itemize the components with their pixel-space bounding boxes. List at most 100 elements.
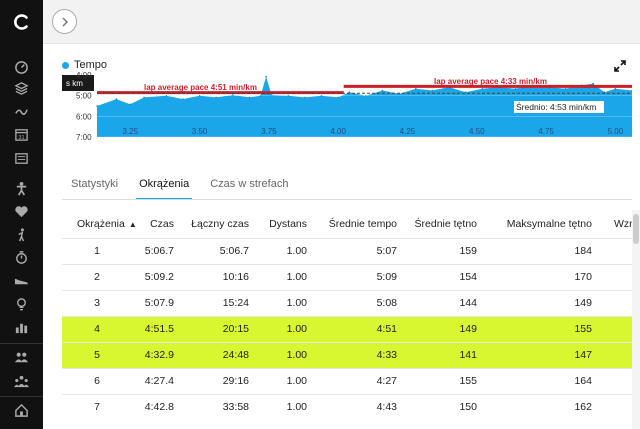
table-cell: 4:27 [317,367,407,394]
lap-label-2: lap average pace 4:33 min/km [434,77,547,86]
table-cell: 5:06.7 [132,237,184,264]
table-row[interactable]: 5 4:32.9 24:48 1.00 4:33 141 147 [62,341,632,368]
fullscreen-icon[interactable] [614,59,626,72]
table-cell: 4:51 [317,315,407,342]
table-row[interactable]: 3 5:07.9 15:24 1.00 5:08 144 149 [62,289,632,316]
table-cell: 162 [487,393,602,420]
col-header-avg-hr[interactable]: Średnie tętno [414,217,477,230]
data-point [415,88,417,90]
stopwatch-icon[interactable] [13,249,30,266]
data-point [265,75,267,78]
table-cell: 164 [487,367,602,394]
table-cell: 10:16 [184,263,259,290]
average-label: Średnio: 4:53 min/km [516,101,596,112]
lightbulb-icon[interactable] [13,296,30,313]
y-tick-label: 5:00 [76,92,92,101]
x-tick-label: 4.25 [400,127,416,136]
col-header-max-hr[interactable]: Maksymalne tętno [506,217,592,230]
scrollbar-thumb[interactable] [633,214,639,244]
person-icon[interactable] [13,180,30,197]
people-icon[interactable] [13,349,30,366]
sidebar-divider [0,343,43,344]
shoe-icon[interactable] [13,272,30,289]
data-point [215,96,217,99]
table-cell: 5:09 [317,263,407,290]
table-cell: 150 [407,393,487,420]
tab-stats[interactable]: Statystyki [71,178,119,190]
logo-icon[interactable] [9,8,35,36]
col-header-avg-pace[interactable]: Średnie tempo [328,217,397,230]
table-cell: 5:07.9 [132,289,184,316]
sidebar-divider [0,396,43,397]
table-cell: 2 [62,263,132,290]
table-cell [602,393,632,420]
dashboard-icon[interactable] [13,59,30,76]
x-tick-label: 3.75 [261,127,277,136]
table-scrollbar[interactable] [632,210,640,429]
data-point [431,89,434,92]
table-row[interactable]: 2 5:09.2 10:16 1.00 5:09 154 170 [62,263,632,290]
average-label-bg [514,101,604,113]
heart-icon[interactable] [13,203,30,220]
news-icon[interactable] [13,150,30,167]
table-cell: 24:48 [184,341,259,368]
activity-icon[interactable] [13,103,30,120]
table-cell: 33:58 [184,393,259,420]
series-area-tempo[interactable] [97,76,632,137]
expand-sidebar-button[interactable] [52,9,77,34]
sort-up-icon: ▲ [128,219,137,229]
table-cell: 149 [487,289,602,316]
x-tick-label: 3.25 [122,127,138,136]
data-point [270,94,273,96]
data-point [381,89,384,92]
axis-unit-label: s km [66,79,83,88]
layers-icon[interactable] [13,80,30,97]
tab-laps[interactable]: Okrążenia [136,178,193,200]
group-icon[interactable] [13,373,30,390]
data-point [232,94,234,96]
col-header-lap[interactable]: Okrążenia ▲ [77,217,137,230]
y-tick-label: 4:00 [76,71,92,80]
home-icon[interactable] [13,402,30,419]
calendar-icon[interactable]: 31 [13,126,30,143]
table-row[interactable]: 1 5:06.7 5:06.7 1.00 5:07 159 184 [62,237,632,264]
table-cell [602,315,632,342]
golf-icon[interactable] [13,226,30,243]
y-tick-label: 6:00 [76,112,92,121]
data-point [564,88,567,90]
chart-legend[interactable]: Tempo [62,58,107,72]
x-tick-label: 3.50 [192,127,208,136]
bars-icon[interactable] [13,319,30,336]
table-cell: 4:27.4 [132,367,184,394]
col-header-distance[interactable]: Dystans [269,217,307,230]
x-tick-label: 4.50 [469,127,485,136]
table-cell: 141 [407,341,487,368]
col-header-time[interactable]: Czas [150,217,174,230]
table-cell: 1 [62,237,132,264]
table-cell: 1.00 [259,237,317,264]
table-cell: 159 [407,237,487,264]
tab-zones[interactable]: Czas w strefach [210,178,289,190]
table-cell: 4:43 [317,393,407,420]
table-cell: 15:24 [184,289,259,316]
col-header-total-time[interactable]: Łączny czas [191,217,249,230]
y-tick-label: 7:00 [76,133,92,142]
table-row[interactable]: 4 4:51.5 20:15 1.00 4:51 149 155 [62,315,632,342]
table-cell: 4 [62,315,132,342]
data-point [182,98,184,100]
table-cell: 154 [407,263,487,290]
table-cell: 5:07 [317,237,407,264]
table-cell: 184 [487,237,602,264]
table-cell: 5:06.7 [184,237,259,264]
table-cell [602,237,632,264]
data-point [592,82,594,85]
table-header-row: Okrążenia ▲ Czas Łączny czas Dystans Śred… [62,210,632,238]
table-cell [602,341,632,368]
legend-dot [62,61,69,69]
tab-bar: Statystyki Okrążenia Czas w strefach [68,178,306,200]
tabs-divider [62,199,632,200]
col-header-ascent[interactable]: Wzrost w [614,217,632,230]
table-row[interactable]: 6 4:27.4 29:16 1.00 4:27 155 164 [62,367,632,394]
table-row[interactable]: 7 4:42.8 33:58 1.00 4:43 150 162 [62,393,632,420]
data-point [464,91,467,93]
